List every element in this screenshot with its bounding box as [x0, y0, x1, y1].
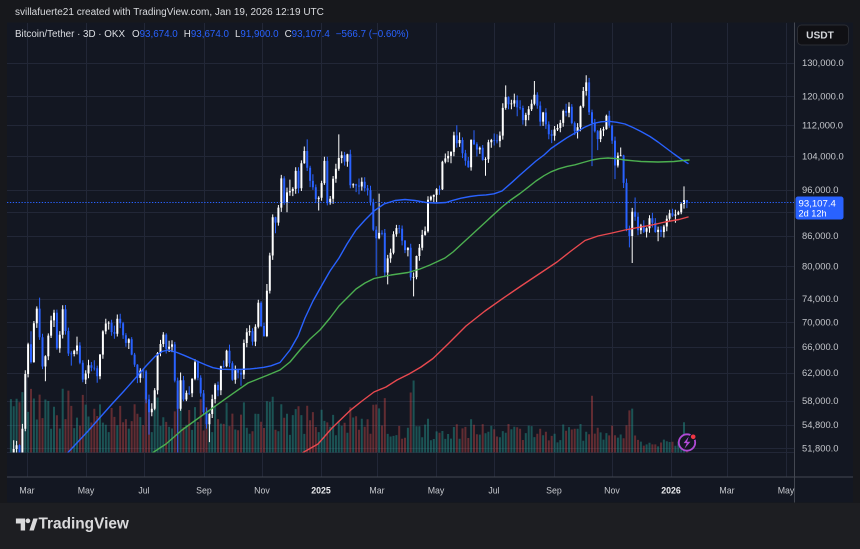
svg-text:Mar: Mar — [719, 486, 734, 496]
svg-text:TradingView: TradingView — [39, 516, 129, 533]
svg-text:112,000.0: 112,000.0 — [802, 120, 843, 131]
svg-text:130,000.0: 130,000.0 — [802, 57, 844, 68]
svg-text:Sep: Sep — [196, 486, 212, 496]
svg-text:USDT: USDT — [806, 30, 835, 41]
svg-text:2025: 2025 — [311, 486, 331, 496]
svg-text:Sep: Sep — [546, 486, 562, 496]
svg-text:74,000.0: 74,000.0 — [802, 293, 839, 304]
svg-text:Jul: Jul — [138, 486, 149, 496]
svg-text:May: May — [78, 486, 95, 496]
svg-text:Mar: Mar — [19, 486, 34, 496]
svg-text:86,000.0: 86,000.0 — [802, 230, 839, 241]
svg-text:104,000.0: 104,000.0 — [802, 151, 844, 162]
svg-text:2d 12h: 2d 12h — [799, 208, 827, 218]
svg-text:2026: 2026 — [661, 486, 681, 496]
svg-text:51,800.0: 51,800.0 — [802, 442, 839, 453]
svg-text:96,000.0: 96,000.0 — [802, 184, 839, 195]
svg-text:Jul: Jul — [488, 486, 499, 496]
svg-text:May: May — [428, 486, 445, 496]
svg-text:120,000.0: 120,000.0 — [802, 91, 844, 102]
svg-text:Nov: Nov — [604, 486, 620, 496]
svg-text:93,107.4: 93,107.4 — [799, 198, 837, 209]
svg-text:svillafuerte21 created with Tr: svillafuerte21 created with TradingView.… — [15, 7, 324, 18]
svg-text:54,800.0: 54,800.0 — [802, 419, 839, 430]
svg-text:70,000.0: 70,000.0 — [802, 316, 839, 327]
svg-text:Nov: Nov — [254, 486, 270, 496]
svg-text:58,000.0: 58,000.0 — [802, 395, 839, 406]
svg-text:May: May — [778, 486, 795, 496]
svg-text:Mar: Mar — [369, 486, 384, 496]
svg-text:66,000.0: 66,000.0 — [802, 341, 839, 352]
svg-text:62,000.0: 62,000.0 — [802, 367, 839, 378]
svg-text:80,000.0: 80,000.0 — [802, 260, 839, 271]
